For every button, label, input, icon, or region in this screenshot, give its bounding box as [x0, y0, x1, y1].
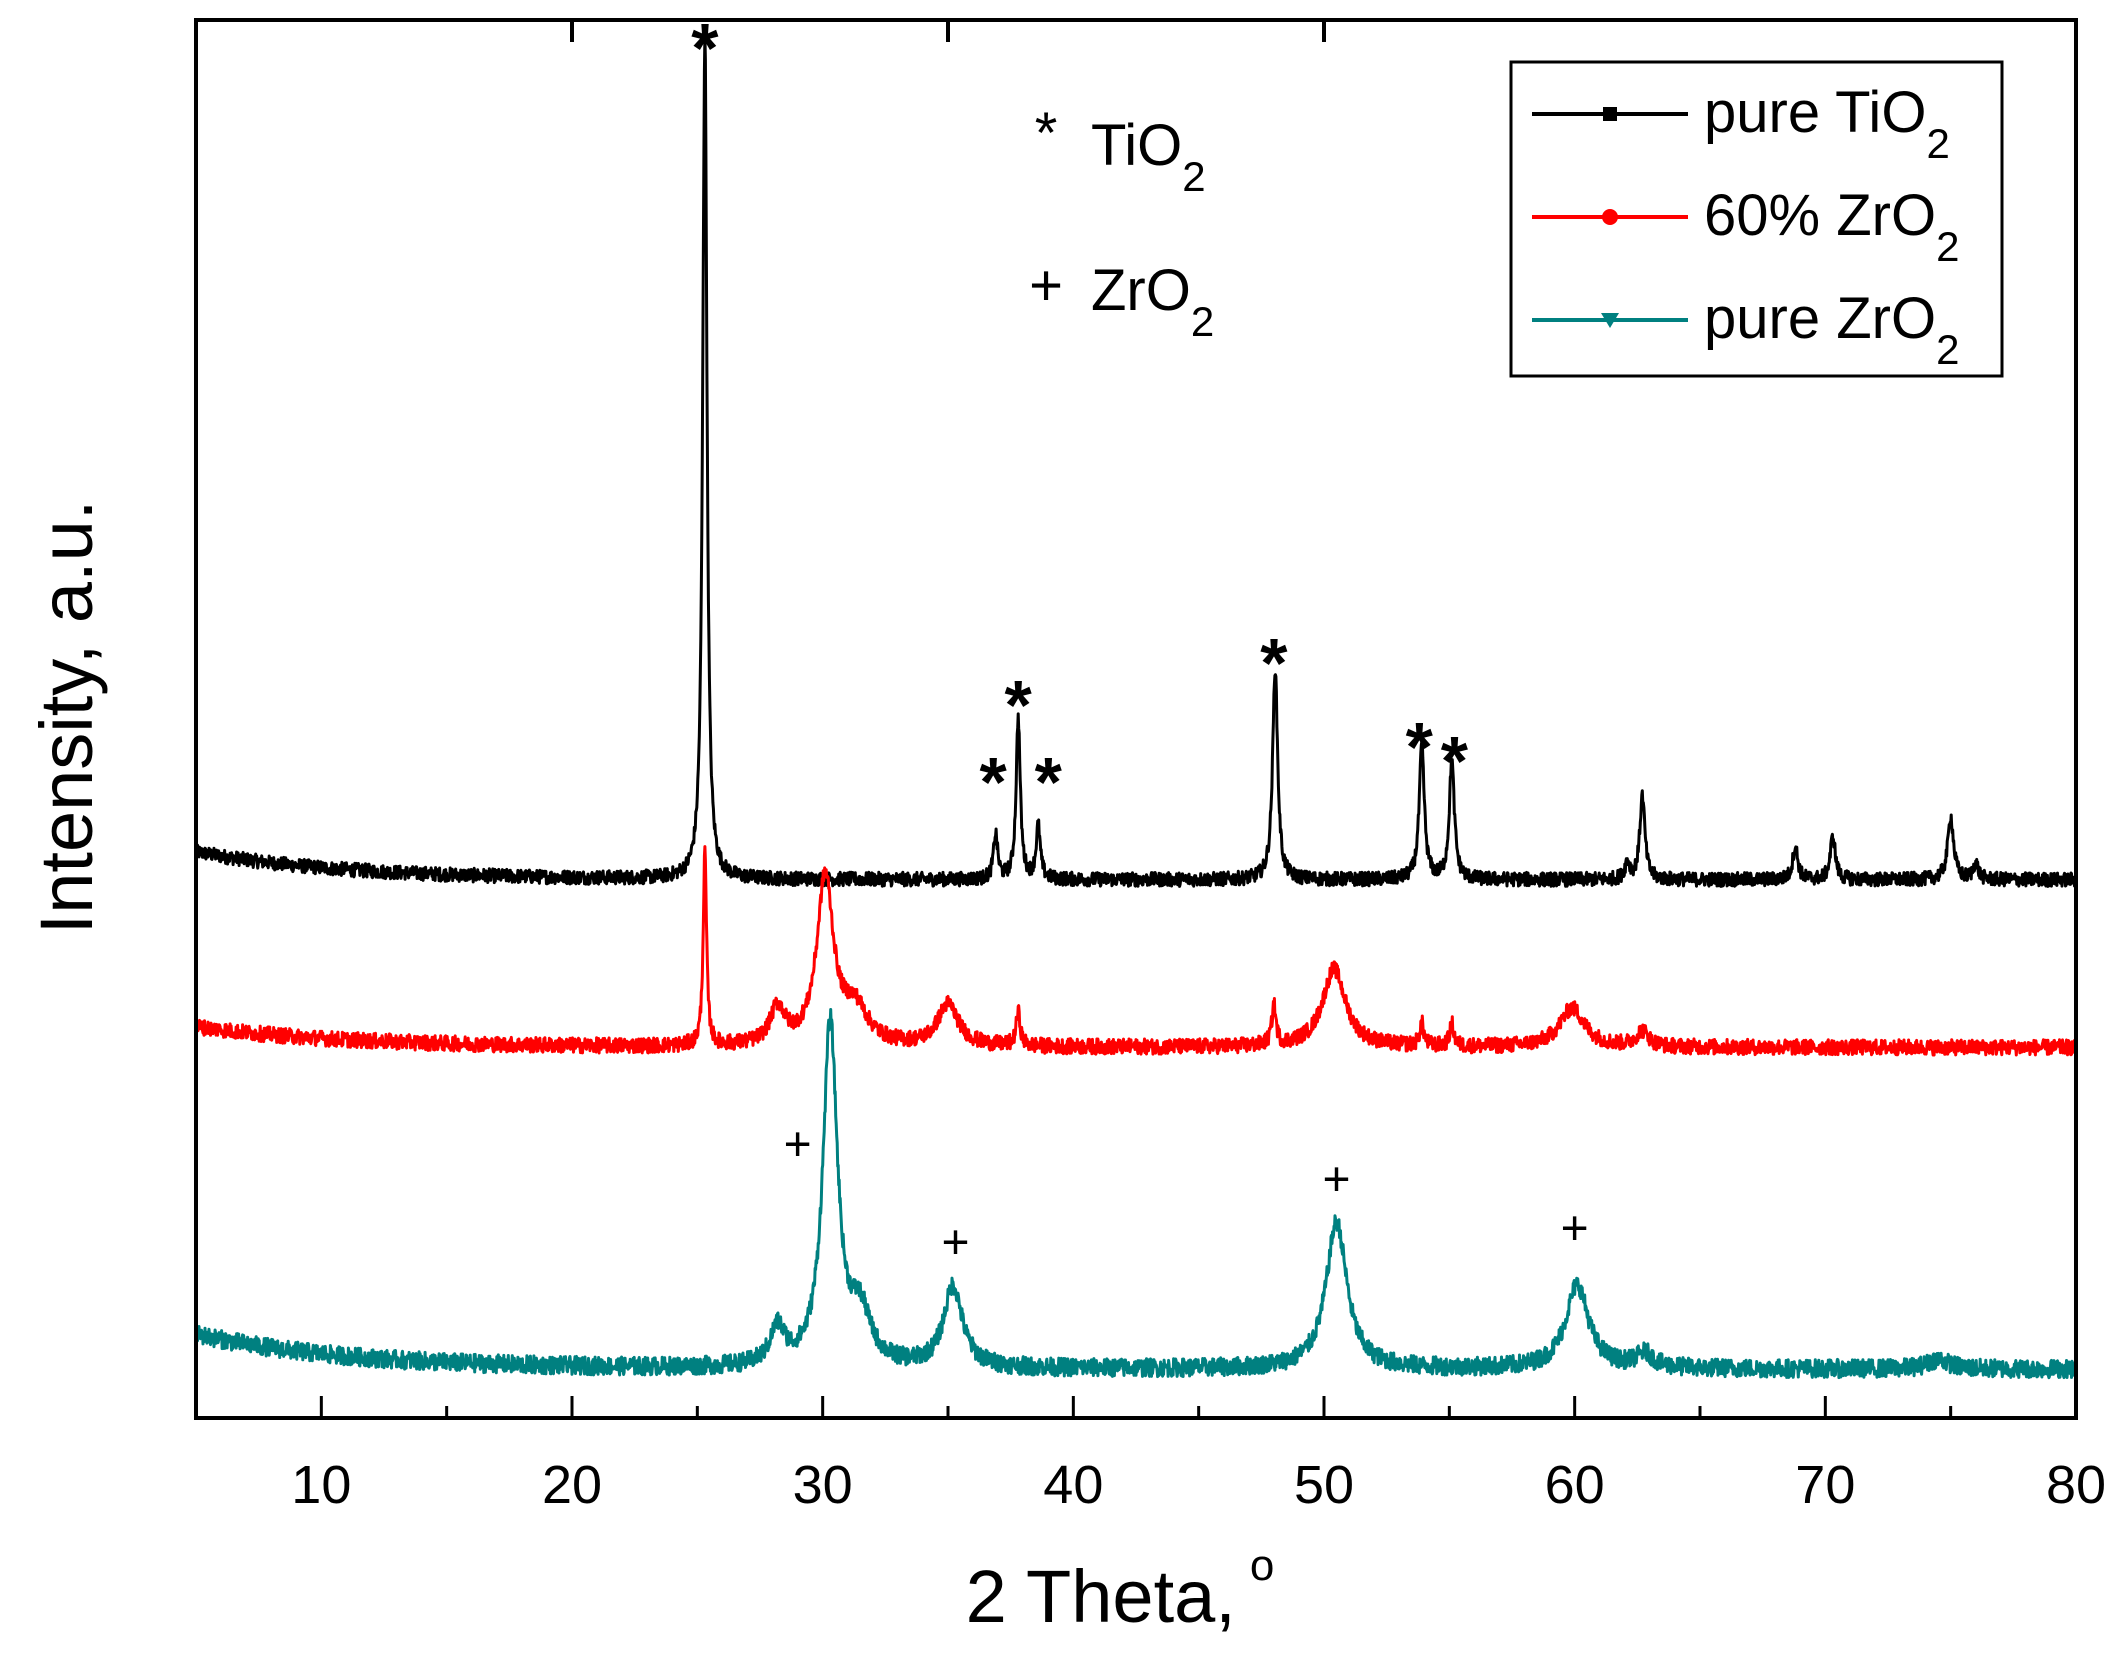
phase-key-zro2-symbol: +: [1029, 253, 1063, 318]
legend-label-pure-tio2: pure TiO2: [1704, 80, 1950, 167]
phase-key-zro2-label: ZrO2: [1091, 258, 1214, 345]
series-line-1: [194, 33, 2078, 888]
phase-key: * TiO2 + ZrO2: [1029, 101, 1214, 345]
legend-marker-circle: [1602, 209, 1618, 225]
axis-ticks: 10 20 30 40 50 60 70 80: [194, 20, 2106, 1515]
legend-entry-pure-tio2: pure TiO2: [1532, 80, 1950, 167]
x-tick-label: 30: [793, 1455, 853, 1515]
legend-label-pure-zro2: pure ZrO2: [1704, 286, 1959, 373]
series-layer: [194, 33, 2078, 1380]
tio2-peak-marker: *: [1005, 666, 1033, 744]
zro2-peak-marker: +: [784, 1118, 812, 1171]
x-tick-label: 20: [542, 1455, 602, 1515]
y-axis-label: Intensity, a.u.: [25, 500, 108, 935]
zro2-peak-marker: +: [942, 1216, 970, 1269]
phase-key-tio2-label: TiO2: [1091, 113, 1206, 200]
legend-entry-pure-zro2: pure ZrO2: [1532, 286, 1959, 373]
phase-key-tio2-symbol: *: [1035, 101, 1058, 166]
tio2-peak-marker: *: [979, 743, 1007, 821]
tio2-peak-marker: *: [1035, 743, 1063, 821]
tio2-peak-marker: *: [1406, 708, 1434, 786]
legend-marker-square: [1603, 107, 1617, 121]
tio2-peak-marker: *: [1441, 722, 1469, 800]
plot-frame: [194, 18, 2078, 1420]
x-tick-label: 40: [1043, 1455, 1103, 1515]
x-axis-label: 2 Theta, o: [966, 1541, 1275, 1638]
legend-marker-triangle-down: [1601, 313, 1619, 328]
peak-annotations: *** *** *++++: [691, 9, 1588, 1269]
zro2-peak-marker: +: [1561, 1202, 1589, 1255]
legend: pure TiO2 60% ZrO2 pure ZrO2: [1509, 60, 2004, 378]
x-tick-label: 50: [1294, 1455, 1354, 1515]
x-tick-label: 10: [291, 1455, 351, 1515]
x-tick-label: 70: [1795, 1455, 1855, 1515]
x-tick-label: 60: [1545, 1455, 1605, 1515]
x-tick-label: 80: [2046, 1455, 2106, 1515]
zro2-peak-marker: +: [1323, 1153, 1351, 1206]
tio2-peak-marker: *: [691, 9, 719, 87]
series-line-2: [194, 845, 2078, 1057]
legend-entry-60pct-zro2: 60% ZrO2: [1532, 183, 1959, 270]
legend-label-60pct-zro2: 60% ZrO2: [1704, 183, 1959, 270]
series-line-3: [194, 1008, 2078, 1380]
tio2-peak-marker: *: [1260, 624, 1288, 702]
